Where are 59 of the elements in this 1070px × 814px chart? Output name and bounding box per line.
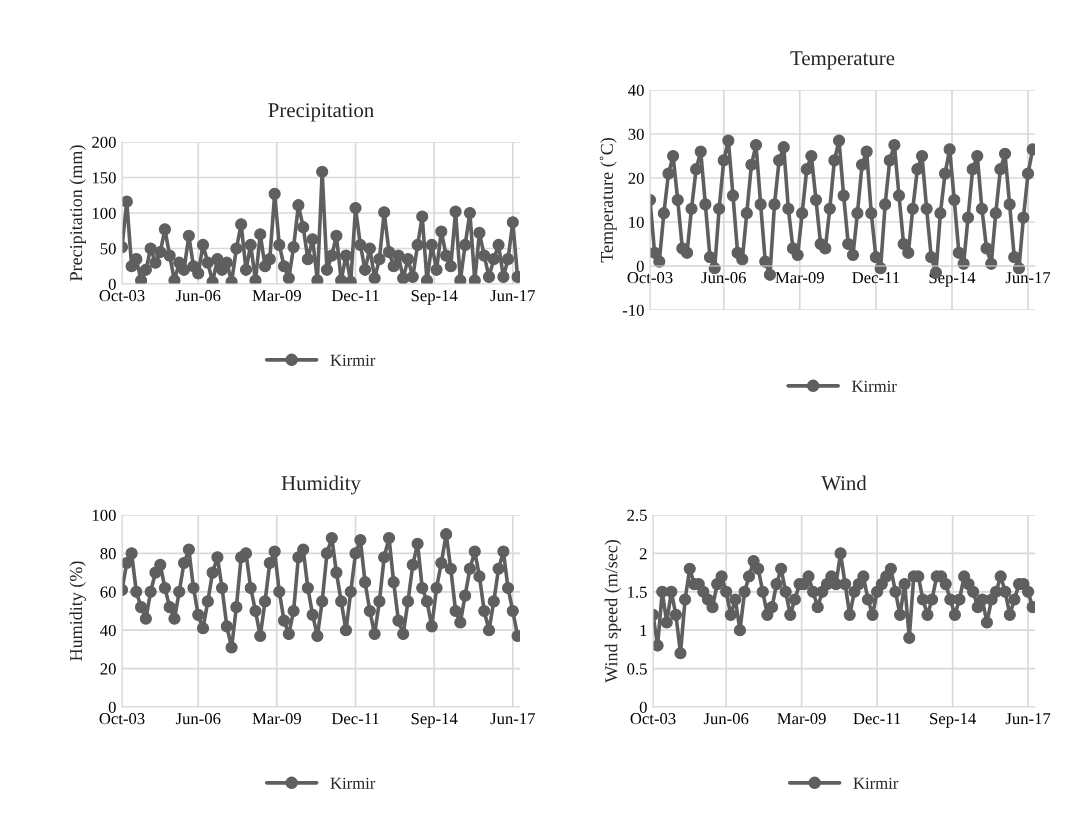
- y-tick-label: 20: [628, 172, 644, 184]
- x-tick-label: Jun-17: [1005, 272, 1051, 284]
- chart-title: Wind: [821, 475, 867, 491]
- x-tick-label: Sep-14: [929, 272, 976, 287]
- chart-title: Humidity: [281, 475, 361, 495]
- chart-title: Temperature: [790, 51, 895, 70]
- x-tick-label: Jun-17: [490, 713, 535, 725]
- y-tick-label: 50: [100, 243, 116, 255]
- y-tick-label: 200: [92, 136, 116, 148]
- y-tick-label: 0: [639, 701, 647, 713]
- y-tick-label: 1.5: [628, 586, 647, 598]
- y-tick-label: 0.5: [627, 663, 647, 675]
- x-tick-label: Dec-11: [331, 713, 379, 725]
- y-axis-title: Temperature (˚C): [599, 138, 617, 263]
- y-axis-title: Wind speed (m/sec): [604, 539, 622, 683]
- legend-label: Kirmir: [330, 354, 376, 366]
- y-tick-label: 2: [639, 548, 647, 560]
- legend-label: Kirmir: [853, 777, 899, 789]
- y-tick-label: 0: [108, 701, 116, 713]
- x-tick-label: Mar-09: [252, 290, 301, 302]
- y-tick-label: 20: [100, 663, 116, 675]
- x-tick-label: Jun-17: [490, 290, 535, 302]
- legend-label: Kirmir: [330, 777, 376, 789]
- x-tick-label: Jun-06: [703, 713, 749, 725]
- x-tick-label: Sep-14: [411, 290, 458, 305]
- x-tick-label: Jun-06: [175, 713, 221, 725]
- y-tick-label: 150: [92, 172, 116, 184]
- y-tick-label: 30: [628, 128, 644, 140]
- y-tick-label: 2.5: [627, 509, 647, 522]
- x-tick-label: Oct-03: [99, 713, 145, 725]
- y-axis-title: Humidity (%): [69, 561, 86, 661]
- x-tick-label: Sep-14: [411, 713, 458, 728]
- x-tick-label: Mar-09: [252, 713, 301, 725]
- x-tick-label: Mar-09: [777, 713, 826, 725]
- y-tick-label: 80: [100, 548, 116, 560]
- y-tick-label: -10: [622, 304, 644, 316]
- chart-title: Precipitation: [268, 103, 374, 122]
- y-tick-label: 1: [640, 624, 647, 636]
- x-tick-label: Mar-09: [775, 272, 824, 284]
- y-tick-label: 10: [629, 216, 644, 228]
- y-tick-label: 40: [100, 624, 116, 637]
- x-tick-label: Oct-03: [99, 290, 145, 302]
- x-tick-label: Jun-17: [1005, 713, 1051, 725]
- y-tick-label: 0: [108, 278, 116, 290]
- x-tick-label: Jun-06: [175, 290, 221, 302]
- x-tick-label: Dec-11: [853, 713, 901, 725]
- x-tick-label: Sep-14: [930, 713, 976, 728]
- x-tick-label: Dec-11: [852, 272, 900, 284]
- x-tick-label: Oct-03: [627, 272, 673, 284]
- y-tick-label: 0: [636, 260, 644, 272]
- y-tick-label: 60: [100, 586, 116, 598]
- legend-label: Kirmir: [851, 380, 897, 392]
- y-tick-label: 40: [628, 84, 644, 96]
- y-axis-title: Precipitation (mm): [69, 145, 86, 281]
- y-tick-label: 100: [92, 207, 116, 219]
- x-tick-label: Jun-06: [701, 272, 746, 284]
- y-tick-label: 100: [92, 509, 116, 521]
- x-tick-label: Dec-11: [331, 290, 379, 302]
- x-tick-label: Oct-03: [630, 713, 676, 725]
